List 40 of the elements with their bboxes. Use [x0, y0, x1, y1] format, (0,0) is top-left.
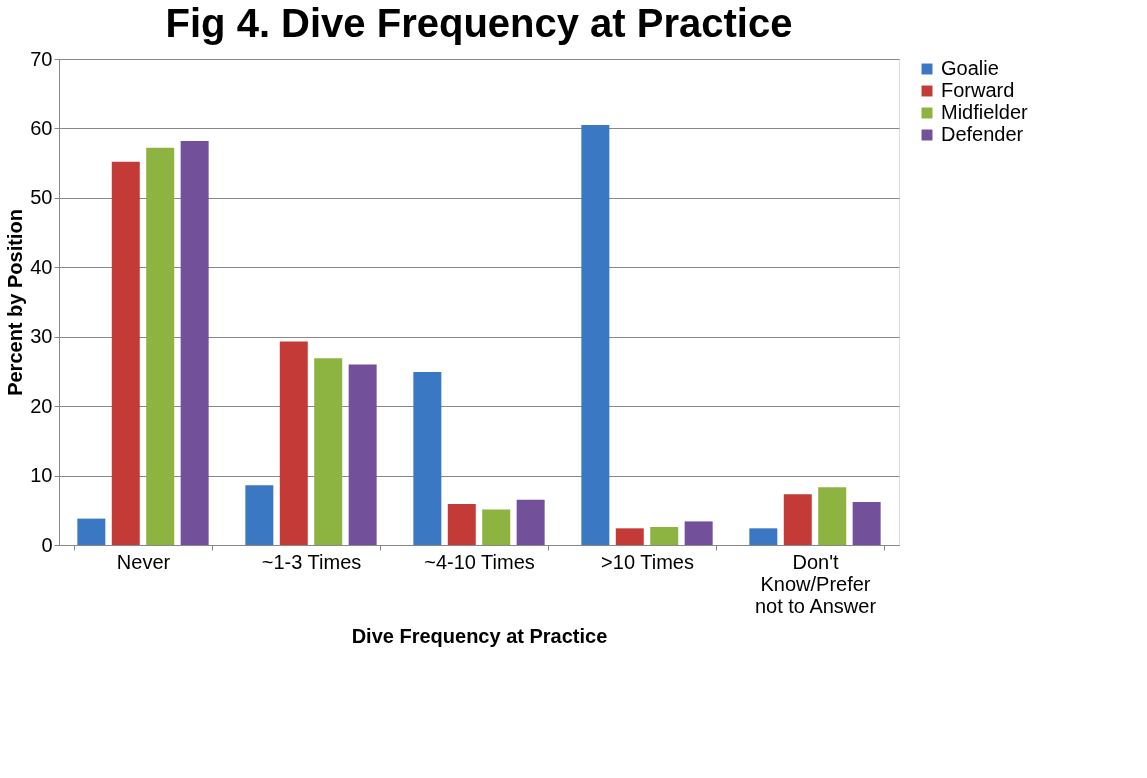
bar — [482, 509, 511, 545]
x-tick-label: >10 Times — [601, 550, 694, 573]
bar — [180, 140, 209, 545]
bar — [245, 485, 274, 545]
y-tick-label: 20 — [30, 394, 53, 417]
y-tick-label: 30 — [30, 325, 53, 348]
x-tick-label: ~1-3 Times — [261, 550, 362, 573]
bar — [146, 147, 175, 545]
y-axis-title: Percent by Position — [4, 209, 27, 396]
bar — [684, 521, 713, 545]
bar — [77, 518, 106, 545]
bar — [413, 372, 442, 545]
y-tick-label: 50 — [30, 186, 53, 209]
bar — [111, 161, 140, 545]
x-tick-label: ~4-10 Times — [424, 550, 535, 573]
bar — [314, 358, 343, 545]
chart-title: Fig 4. Dive Frequency at Practice — [165, 1, 793, 45]
bar — [852, 501, 881, 545]
bar — [348, 364, 377, 545]
bar — [279, 341, 308, 545]
legend-label: Defender — [941, 123, 1024, 145]
bar — [581, 124, 610, 545]
x-axis-title: Dive Frequency at Practice — [351, 624, 608, 647]
bar — [615, 528, 644, 545]
bar — [818, 487, 847, 545]
y-tick-label: 40 — [30, 255, 53, 278]
legend-label: Goalie — [941, 57, 999, 79]
bar — [447, 504, 476, 545]
legend-label: Forward — [941, 79, 1015, 101]
bar — [783, 494, 812, 545]
bar — [650, 526, 679, 545]
y-tick-label: 10 — [30, 464, 53, 487]
x-tick-label: Never — [116, 550, 171, 573]
y-tick-label: 0 — [41, 533, 53, 556]
legend-label: Midfielder — [941, 101, 1029, 123]
y-tick-label: 60 — [30, 116, 53, 139]
x-tick-label: Don't Know/Prefer not to Answer — [754, 550, 877, 617]
y-tick-label: 70 — [30, 47, 53, 70]
bar — [749, 528, 778, 545]
bar — [516, 499, 545, 545]
